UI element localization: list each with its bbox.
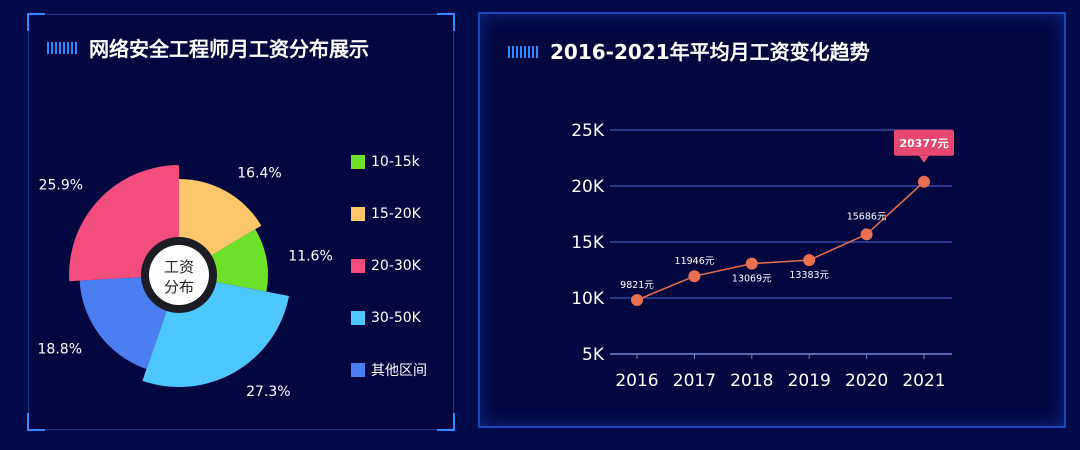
data-point[interactable]: [860, 228, 873, 241]
legend-label: 其他区间: [371, 363, 427, 379]
data-value-label: 20377元: [899, 137, 948, 150]
legend-item[interactable]: 其他区间: [351, 361, 427, 379]
x-tick-label: 2019: [788, 371, 831, 391]
pie-center-label: 分布: [164, 278, 194, 296]
title-bars-icon: [508, 46, 538, 58]
pie-value-label: 27.3%: [246, 384, 290, 400]
data-point[interactable]: [918, 175, 930, 188]
legend-label: 15-20K: [371, 206, 421, 222]
series-line: [636, 181, 925, 301]
pie-panel-title: 网络安全工程师月工资分布展示: [89, 37, 369, 61]
legend-swatch: [351, 311, 365, 325]
data-value-label: 11946元: [675, 256, 715, 267]
legend-swatch: [351, 155, 365, 169]
y-tick-label: 15K: [571, 233, 605, 253]
legend-item[interactable]: 20-30K: [351, 257, 421, 275]
x-tick-label: 2016: [615, 371, 658, 391]
line-panel-title: 2016-2021年平均月工资变化趋势: [550, 40, 870, 64]
highlight-badge-pointer: [919, 155, 929, 163]
pie-center-label: 工资: [164, 258, 194, 276]
data-value-label: 15686元: [847, 211, 887, 222]
pie-panel: 网络安全工程师月工资分布展示 16.4% 11.6% 27.3% 18.8% 25.9%…: [27, 13, 455, 431]
data-point[interactable]: [631, 294, 643, 307]
line-chart: 5K 10K 15K 20K 25K 2016 2017 2018 2019 2020 2021 98…: [571, 121, 954, 391]
x-tick-label: 2017: [673, 371, 716, 391]
data-value-label: 13383元: [789, 270, 829, 281]
corner-decoration: [437, 413, 455, 431]
x-tick-label: 2021: [902, 371, 945, 391]
y-tick-label: 5K: [582, 345, 605, 365]
y-tick-label: 10K: [571, 289, 605, 309]
legend-swatch: [351, 363, 365, 377]
legend-swatch: [351, 207, 365, 221]
highlight-badge: [894, 129, 954, 156]
rose-pie-chart: 16.4% 11.6% 27.3% 18.8% 25.9% 工资分布: [38, 165, 333, 400]
corner-decoration: [27, 413, 45, 431]
corner-decoration: [27, 13, 45, 31]
data-point[interactable]: [688, 270, 701, 283]
legend-label: 30-50K: [371, 310, 421, 326]
corner-decoration: [437, 13, 455, 31]
legend-item[interactable]: 10-15k: [351, 153, 420, 171]
pie-value-label: 16.4%: [237, 165, 281, 181]
legend-item[interactable]: 15-20K: [351, 205, 421, 223]
y-tick-label: 20K: [571, 177, 605, 197]
x-tick-label: 2020: [845, 371, 888, 391]
y-tick-label: 25K: [571, 121, 605, 141]
data-point[interactable]: [803, 254, 816, 267]
data-value-label: 9821元: [620, 280, 654, 291]
line-panel: 2016-2021年平均月工资变化趋势 5K 10K 15K 20K 25K 2016 20…: [478, 12, 1066, 428]
data-point[interactable]: [745, 257, 758, 270]
legend-label: 10-15k: [371, 154, 420, 170]
pie-hub: [149, 245, 209, 305]
legend-label: 20-30K: [371, 258, 421, 274]
legend-item[interactable]: 30-50K: [351, 309, 421, 327]
pie-value-label: 11.6%: [288, 249, 332, 265]
data-value-label: 13069元: [732, 274, 772, 285]
x-tick-label: 2018: [730, 371, 773, 391]
title-bars-icon: [47, 42, 77, 54]
pie-value-label: 25.9%: [39, 177, 83, 193]
pie-value-label: 18.8%: [38, 341, 82, 357]
legend-swatch: [351, 259, 365, 273]
